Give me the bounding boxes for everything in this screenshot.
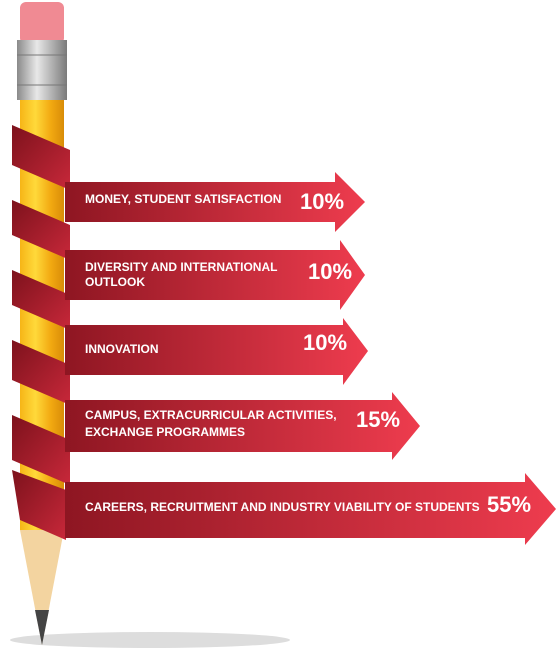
shadow — [10, 632, 290, 648]
item-value: 10% — [308, 259, 352, 284]
item-value: 10% — [300, 189, 344, 214]
arrow — [65, 318, 368, 385]
item-label: MONEY, STUDENT SATISFACTION — [85, 192, 281, 206]
ribbon — [12, 125, 70, 540]
item-value: 15% — [356, 407, 400, 432]
arrow — [65, 473, 556, 545]
item-label: INNOVATION — [85, 342, 159, 356]
arrow — [65, 392, 420, 460]
item-label: EXCHANGE PROGRAMMES — [85, 425, 245, 439]
item-label: OUTLOOK — [85, 275, 145, 289]
arrow — [65, 172, 365, 232]
item-label: CAREERS, RECRUITMENT AND INDUSTRY VIABIL… — [85, 500, 480, 514]
arrow — [65, 240, 365, 310]
item-label: CAMPUS, EXTRACURRICULAR ACTIVITIES, — [85, 408, 337, 422]
item-label: DIVERSITY AND INTERNATIONAL — [85, 260, 277, 274]
arrows — [65, 172, 556, 545]
item-value: 10% — [303, 330, 347, 355]
item-value: 55% — [487, 492, 531, 517]
